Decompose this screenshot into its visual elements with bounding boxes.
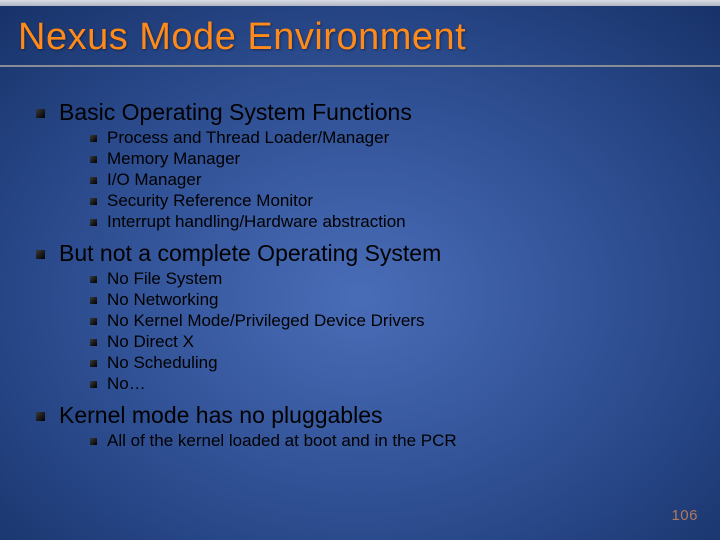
list-item: No Scheduling (90, 353, 702, 373)
list-item: Security Reference Monitor (90, 191, 702, 211)
bullet-icon (36, 250, 45, 259)
section-heading: But not a complete Operating System (36, 240, 702, 267)
heading-text: Kernel mode has no pluggables (59, 402, 383, 429)
item-text: No File System (107, 269, 222, 289)
bullet-icon (90, 297, 97, 304)
heading-text: But not a complete Operating System (59, 240, 441, 267)
list-item: Memory Manager (90, 149, 702, 169)
item-text: No Scheduling (107, 353, 218, 373)
list-item: No… (90, 374, 702, 394)
item-text: No… (107, 374, 146, 394)
list-item: Interrupt handling/Hardware abstraction (90, 212, 702, 232)
page-number: 106 (671, 507, 698, 524)
list-item: All of the kernel loaded at boot and in … (90, 431, 702, 451)
list-item: Process and Thread Loader/Manager (90, 128, 702, 148)
bullet-icon (90, 156, 97, 163)
bullet-icon (90, 318, 97, 325)
item-text: Process and Thread Loader/Manager (107, 128, 389, 148)
list-item: No Networking (90, 290, 702, 310)
item-text: No Networking (107, 290, 219, 310)
section-heading: Basic Operating System Functions (36, 99, 702, 126)
bullet-icon (90, 339, 97, 346)
heading-text: Basic Operating System Functions (59, 99, 412, 126)
bullet-icon (36, 412, 45, 421)
slide-title: Nexus Mode Environment (0, 6, 720, 59)
bullet-icon (90, 276, 97, 283)
section-heading: Kernel mode has no pluggables (36, 402, 702, 429)
bullet-icon (90, 381, 97, 388)
bullet-icon (90, 438, 97, 445)
list-item: I/O Manager (90, 170, 702, 190)
list-item: No File System (90, 269, 702, 289)
bullet-icon (90, 135, 97, 142)
bullet-icon (90, 360, 97, 367)
item-text: I/O Manager (107, 170, 202, 190)
slide-body: Basic Operating System Functions Process… (0, 67, 720, 451)
list-item: No Direct X (90, 332, 702, 352)
bullet-icon (36, 109, 45, 118)
bullet-icon (90, 177, 97, 184)
item-text: No Kernel Mode/Privileged Device Drivers (107, 311, 424, 331)
bullet-icon (90, 198, 97, 205)
item-text: All of the kernel loaded at boot and in … (107, 431, 457, 451)
item-text: Security Reference Monitor (107, 191, 313, 211)
item-text: Interrupt handling/Hardware abstraction (107, 212, 406, 232)
item-text: No Direct X (107, 332, 194, 352)
bullet-icon (90, 219, 97, 226)
list-item: No Kernel Mode/Privileged Device Drivers (90, 311, 702, 331)
item-text: Memory Manager (107, 149, 240, 169)
